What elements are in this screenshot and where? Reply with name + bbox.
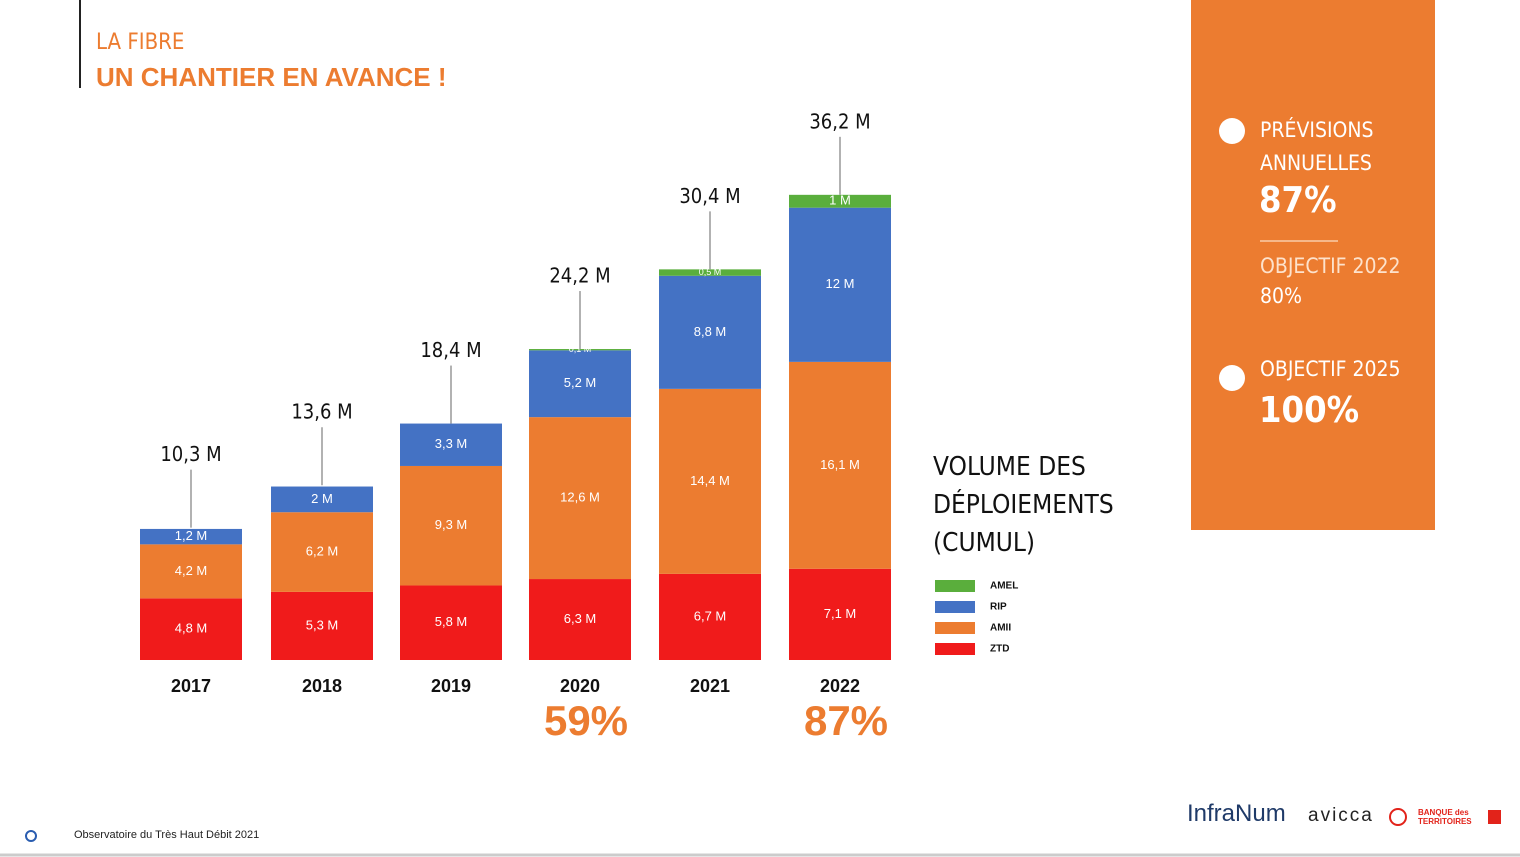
bar-segment [789, 207, 891, 362]
total-label: 24,2 M [549, 264, 610, 288]
x-tick-label: 2022 [820, 676, 860, 696]
bar-value-label: 6,2 M [306, 543, 339, 558]
panel-target-value: 80% [1260, 284, 1302, 308]
footer-logo-text: BANQUE des TERRITOIRES [1418, 808, 1472, 826]
bar-segment [140, 528, 242, 545]
bar-value-label: 3,3 M [435, 436, 468, 451]
bar-segment [789, 361, 891, 569]
footer-logo [25, 830, 37, 842]
bar-segment [271, 486, 373, 513]
total-label: 13,6 M [291, 400, 352, 424]
bar-value-label: 12,6 M [560, 490, 600, 505]
header-title: UN CHANTIER EN AVANCE ! [96, 62, 447, 92]
legend-label: RIP [990, 602, 1007, 613]
bar-segment [529, 349, 631, 351]
bar-value-label: 7,1 M [824, 606, 857, 621]
legend-swatch [935, 643, 975, 655]
footer-logo [1488, 810, 1501, 824]
legend-title: VOLUME DES DÉPLOIEMENTS (CUMUL) [933, 452, 1114, 558]
total-label: 30,4 M [679, 184, 740, 208]
footer-source: Observatoire du Très Haut Débit 2021 [74, 829, 260, 841]
bar-segment [789, 568, 891, 660]
x-tick-label: 2019 [431, 676, 471, 696]
bar-segment [659, 573, 761, 660]
bar-value-label: 5,2 M [564, 375, 597, 390]
panel-item: PRÉVISIONS ANNUELLES [1260, 118, 1374, 175]
bar-value-label: 5,8 M [435, 614, 468, 629]
bar-value-label: 0,1 M [569, 344, 592, 354]
x-tick-label: 2017 [171, 676, 211, 696]
bar-segment [271, 512, 373, 592]
panel-value: 87% [1259, 180, 1337, 221]
panel-bullet [1219, 118, 1245, 144]
bar-value-label: 14,4 M [690, 473, 730, 488]
bar-value-label: 8,8 M [694, 324, 727, 339]
panel-target: OBJECTIF 2022 [1260, 254, 1401, 278]
bar-value-label: 9,3 M [435, 517, 468, 532]
total-label: 18,4 M [420, 338, 481, 362]
panel-bullet [1219, 365, 1245, 391]
bar-segment [529, 579, 631, 660]
bar-segment [400, 423, 502, 466]
bar-segment [271, 591, 373, 660]
total-label: 10,3 M [160, 442, 221, 466]
bar-segment [659, 275, 761, 389]
bar-value-label: 12 M [826, 276, 855, 291]
bar-segment [529, 417, 631, 580]
header-kicker: LA FIBRE [96, 30, 185, 55]
rate-label: 87% [804, 697, 888, 744]
total-label: 36,2 M [809, 109, 870, 133]
legend-label: ZTD [990, 644, 1009, 655]
bar-value-label: 0,5 M [699, 267, 722, 277]
bar-segment [659, 388, 761, 574]
bar-value-label: 5,3 M [306, 617, 339, 632]
bar-value-label: 16,1 M [820, 457, 860, 472]
bar-value-label: 4,2 M [175, 563, 208, 578]
bar-value-label: 1,2 M [175, 528, 208, 543]
x-tick-label: 2021 [690, 676, 730, 696]
bar-value-label: 4,8 M [175, 621, 208, 636]
footer-logo [1389, 808, 1407, 826]
bar-value-label: 2 M [311, 491, 333, 506]
bar-segment [400, 585, 502, 660]
footer-logo-text: InfraNum [1187, 800, 1286, 827]
panel-bg [1191, 0, 1435, 530]
legend-swatch [935, 622, 975, 634]
legend-swatch [935, 580, 975, 592]
panel-value: 100% [1259, 390, 1360, 431]
bar-segment [529, 350, 631, 418]
bar-value-label: 6,3 M [564, 611, 597, 626]
bar-segment [659, 269, 761, 276]
legend-label: AMII [990, 623, 1011, 634]
footer-logo-text: avicca [1308, 805, 1374, 826]
bar-segment [789, 194, 891, 208]
x-tick-label: 2018 [302, 676, 342, 696]
bar-segment [400, 465, 502, 586]
rate-label: 59% [544, 697, 628, 744]
panel-item: OBJECTIF 2025 [1260, 357, 1401, 381]
x-tick-label: 2020 [560, 676, 600, 696]
bar-value-label: 1 M [829, 193, 851, 208]
bar-segment [140, 598, 242, 660]
legend-swatch [935, 601, 975, 613]
bar-segment [140, 544, 242, 599]
bar-value-label: 6,7 M [694, 608, 727, 623]
legend-label: AMEL [990, 581, 1018, 592]
